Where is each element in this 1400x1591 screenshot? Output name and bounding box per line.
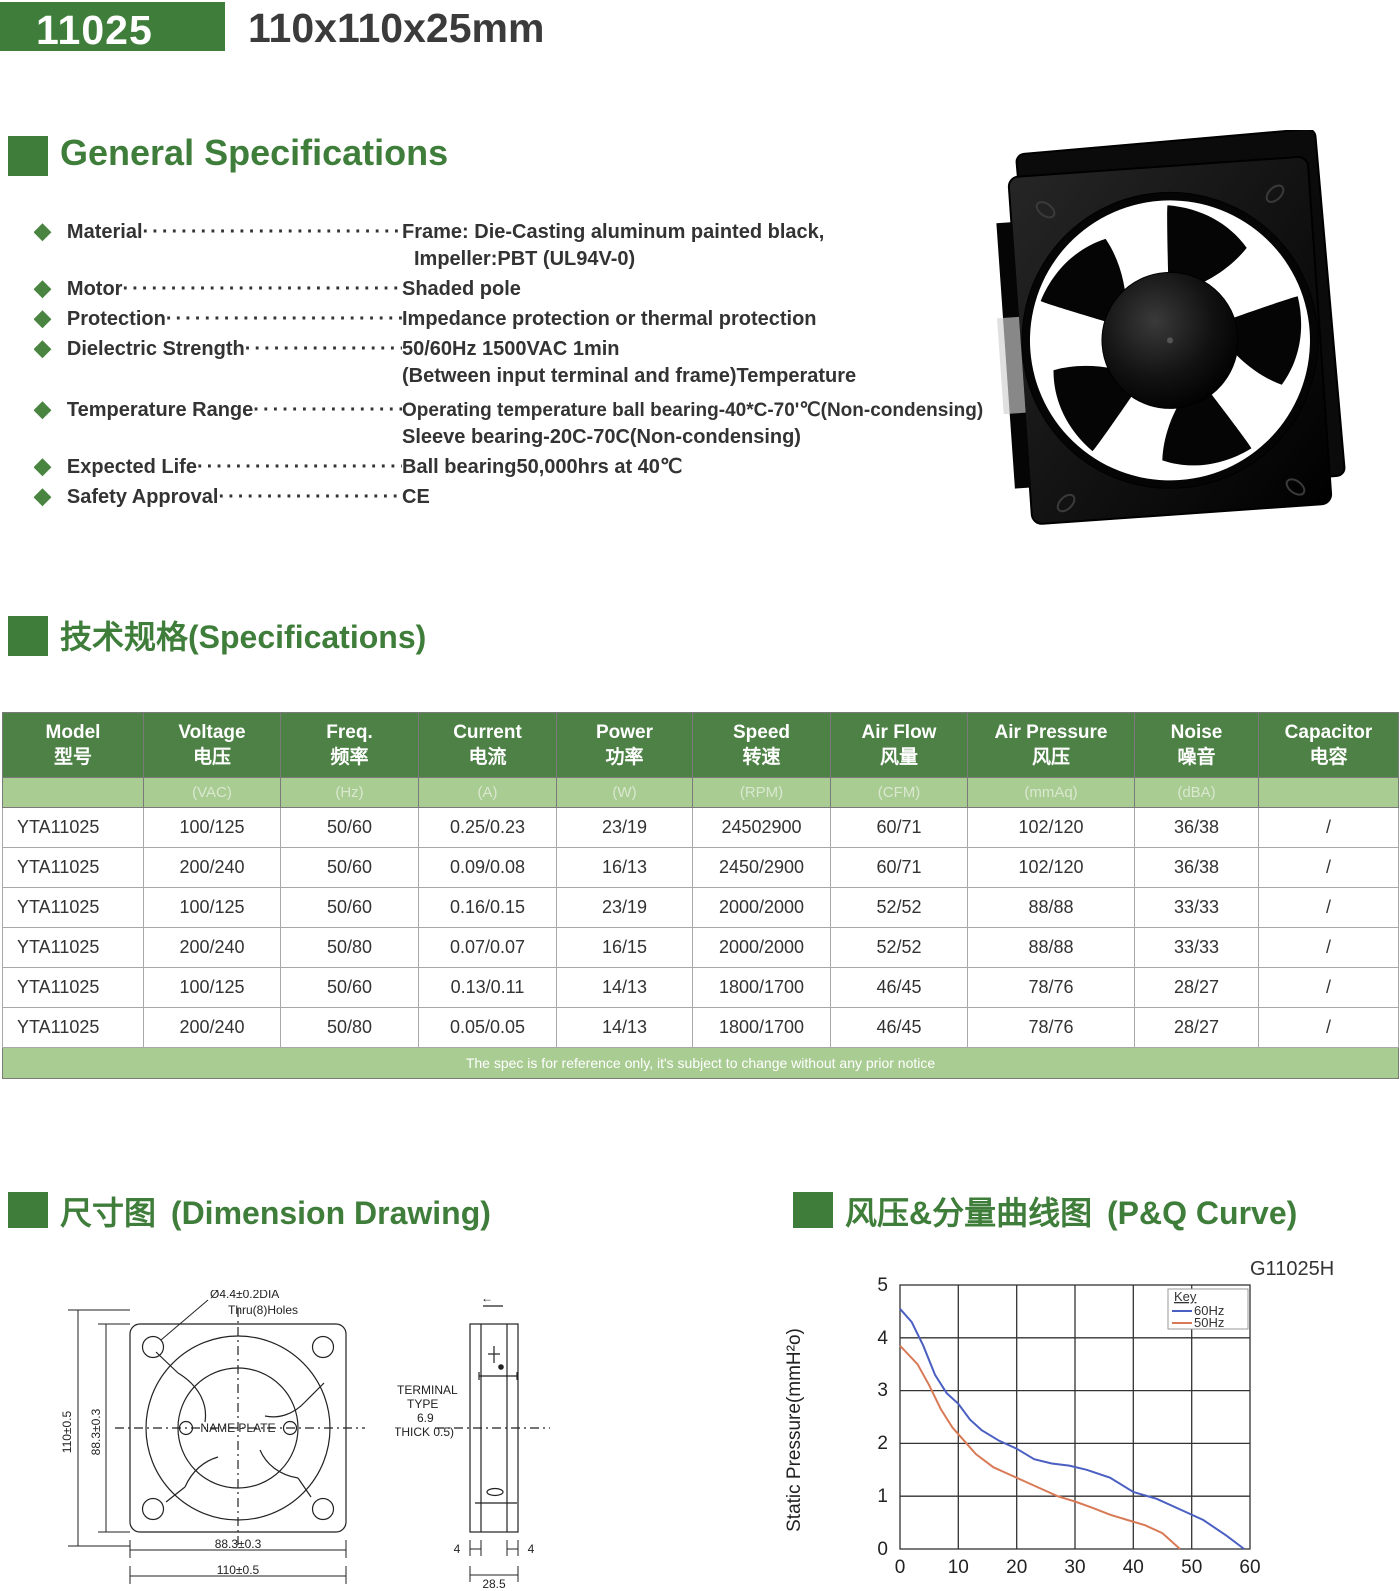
svg-text:28.5: 28.5 bbox=[482, 1577, 506, 1590]
svg-text:5: 5 bbox=[877, 1275, 888, 1296]
svg-text:TERMINAL: TERMINAL bbox=[397, 1383, 458, 1397]
svg-text:NAME PLATE: NAME PLATE bbox=[200, 1421, 275, 1435]
svg-text:Key: Key bbox=[1174, 1289, 1197, 1304]
svg-text:110±0.5: 110±0.5 bbox=[60, 1410, 74, 1453]
svg-text:40: 40 bbox=[1123, 1557, 1144, 1578]
svg-text:4: 4 bbox=[877, 1328, 888, 1349]
svg-text:4: 4 bbox=[454, 1542, 461, 1556]
svg-text:Ø4.4±0.2DIA: Ø4.4±0.2DIA bbox=[210, 1290, 279, 1301]
svg-text:110±0.5: 110±0.5 bbox=[217, 1563, 260, 1577]
svg-text:30: 30 bbox=[1064, 1557, 1085, 1578]
svg-text:3: 3 bbox=[877, 1380, 888, 1401]
svg-text:50Hz: 50Hz bbox=[1194, 1315, 1224, 1330]
svg-text:0: 0 bbox=[877, 1539, 888, 1560]
svg-text:88.3±0.3: 88.3±0.3 bbox=[215, 1537, 262, 1551]
svg-text:G11025H: G11025H bbox=[1250, 1258, 1334, 1280]
svg-text:0: 0 bbox=[895, 1557, 906, 1578]
svg-text:1: 1 bbox=[877, 1486, 888, 1507]
svg-text:4: 4 bbox=[528, 1542, 535, 1556]
svg-text:2: 2 bbox=[877, 1433, 888, 1454]
svg-text:20: 20 bbox=[1006, 1557, 1027, 1578]
svg-text:Static Pressure(mmH²o): Static Pressure(mmH²o) bbox=[784, 1328, 805, 1532]
svg-text:←: ← bbox=[481, 1291, 493, 1305]
svg-text:6.9: 6.9 bbox=[417, 1411, 434, 1425]
svg-text:(THICK 0.5): (THICK 0.5) bbox=[395, 1425, 454, 1439]
svg-text:88.3±0.3: 88.3±0.3 bbox=[89, 1408, 103, 1455]
svg-text:Thru(8)Holes: Thru(8)Holes bbox=[228, 1303, 298, 1317]
svg-text:10: 10 bbox=[948, 1557, 969, 1578]
svg-text:60: 60 bbox=[1239, 1557, 1260, 1578]
svg-text:TYPE: TYPE bbox=[407, 1397, 438, 1411]
svg-text:50: 50 bbox=[1181, 1557, 1202, 1578]
